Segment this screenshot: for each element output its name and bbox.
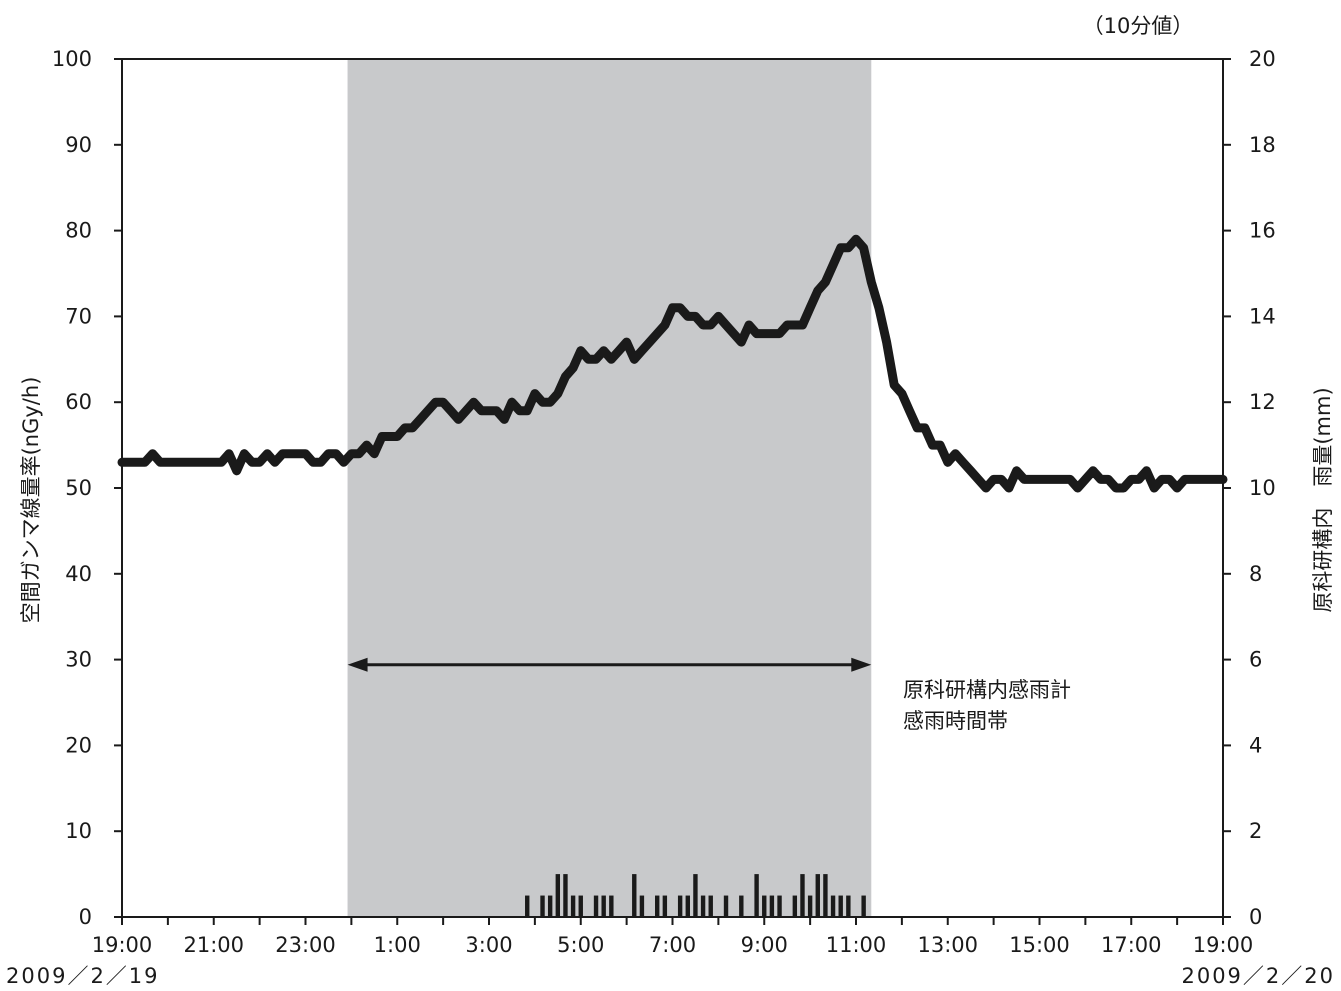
x-tick-label: 13:00 [917,933,978,957]
y-tick-label: 30 [65,648,92,672]
y2-tick-label: 18 [1249,133,1276,157]
y2-tick-label: 14 [1249,304,1276,328]
y-tick-label: 20 [65,733,92,757]
x-tick-label: 9:00 [741,933,788,957]
rain-bar [655,895,660,917]
x-tick-label: 5:00 [557,933,604,957]
x-tick-label: 17:00 [1101,933,1162,957]
y-tick-label: 50 [65,476,92,500]
rain-bar [777,895,782,917]
rain-bar [762,895,767,917]
rain-bar [800,874,805,917]
x-tick-label: 21:00 [183,933,244,957]
y2-tick-label: 8 [1249,562,1262,586]
rain-bar [593,895,599,917]
y-tick-label: 90 [65,133,92,157]
y-tick-label: 60 [65,390,92,414]
x-tick-label: 3:00 [465,933,512,957]
rain-bar [632,874,637,917]
y2-tick-label: 10 [1249,476,1276,500]
x-tick-label: 1:00 [374,933,421,957]
date-start-label: 2009／2／19 [6,964,160,988]
dose-rate-line [117,234,1228,493]
x-tick-label: 23:00 [275,933,336,957]
rain-bar [754,874,759,917]
rain-bar [693,874,698,917]
y2-tick-label: 12 [1249,390,1276,414]
rain-bar [723,895,729,917]
y2-tick-label: 16 [1249,219,1276,243]
rain-bar [792,895,798,917]
rain-period-label-line1: 原科研構内感雨計 [903,678,1071,702]
rain-bar [570,895,576,917]
rain-bar [525,895,530,917]
y2-tick-label: 2 [1249,819,1262,843]
x-tick-label: 19:00 [92,933,153,957]
rain-bar [807,895,813,917]
x-tick-label: 19:00 [1193,933,1254,957]
date-end-label: 2009／2／20 [1181,964,1335,988]
rain-bar [861,895,866,917]
y-tick-label: 100 [52,47,92,71]
rain-bar [823,874,828,917]
unit-note: （10分値） [1083,14,1194,38]
rain-bar [708,895,713,917]
rain-bar [685,895,690,917]
rain-bar [769,895,775,917]
rain-period-arrow [347,657,872,672]
rain-bar [540,895,545,917]
rain-bar [609,895,614,917]
rain-bar [563,874,568,917]
rain-bar [739,895,744,917]
rain-bar [838,895,843,917]
y2-tick-label: 20 [1249,47,1276,71]
rain-bar [662,895,668,917]
y2-tick-label: 6 [1249,648,1262,672]
rain-bar [601,895,606,917]
rain-bar [830,895,836,917]
rain-bar [846,895,851,917]
right-y-axis-label: 原科研構内 雨量(mm) [1311,387,1335,612]
rainfall-bars [525,874,866,917]
y-tick-label: 70 [65,304,92,328]
left-y-axis-label: 空間ガンマ線量率(nGy/h) [19,377,43,624]
x-tick-label: 7:00 [649,933,696,957]
rain-bar [547,895,553,917]
y-tick-label: 80 [65,219,92,243]
y2-tick-label: 4 [1249,733,1262,757]
x-tick-label: 15:00 [1009,933,1070,957]
rain-bar [815,874,820,917]
rain-bar [700,895,706,917]
rain-bar [555,874,561,917]
rain-bar [677,895,683,917]
x-axis: 19:00 21:00 23:00 1:00 3:00 5:00 7:00 9:00 11:00… [92,917,1254,957]
rain-bar [578,895,583,917]
y-tick-label: 40 [65,562,92,586]
left-y-axis: 0 10 20 30 40 50 60 70 80 90 100 [52,47,122,929]
rain-period-label-line2: 感雨時間帯 [903,709,1008,733]
right-y-axis: 0 2 4 6 8 10 12 14 16 18 20 [1223,47,1276,929]
y-tick-label: 0 [79,905,92,929]
rain-bar [639,895,645,917]
x-tick-label: 11:00 [826,933,887,957]
rain-period-band [347,59,872,917]
y2-tick-label: 0 [1249,905,1262,929]
y-tick-label: 10 [65,819,92,843]
